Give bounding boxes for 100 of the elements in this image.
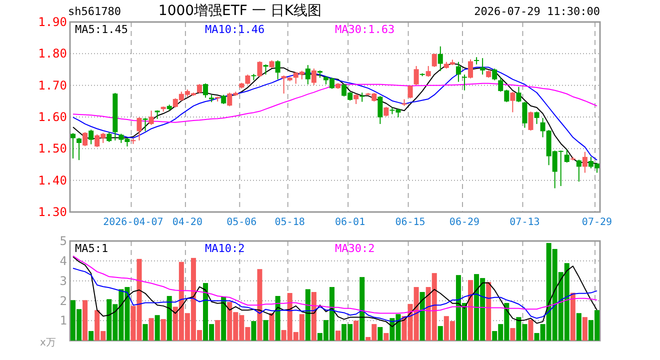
candlestick <box>354 94 359 105</box>
bar <box>275 296 280 341</box>
candlestick <box>82 132 88 147</box>
candlestick <box>522 101 528 128</box>
x-tick-label: 06-01 <box>335 217 366 228</box>
candlestick <box>510 91 516 113</box>
bar <box>215 320 220 341</box>
text: MA10:1.46 <box>205 23 265 36</box>
bar <box>360 277 365 341</box>
y-tick-label: 2 <box>60 294 67 308</box>
candlestick <box>378 96 383 124</box>
y-tick-label: 4 <box>60 254 67 268</box>
bar <box>142 324 148 341</box>
text: sh561780 <box>68 5 121 18</box>
candlestick <box>426 66 431 78</box>
y-tick-label: 1.70 <box>38 78 67 92</box>
bar <box>148 318 154 341</box>
candlestick <box>438 46 443 72</box>
x-tick-label: 05-18 <box>274 217 305 228</box>
candlestick <box>516 86 522 103</box>
candlestick <box>275 60 280 80</box>
bar <box>336 330 341 341</box>
candlestick <box>136 116 142 141</box>
candlestick <box>564 149 570 164</box>
candlestick <box>528 111 534 132</box>
candlestick <box>576 159 582 182</box>
y-tick-label: 1 <box>60 314 67 328</box>
candlestick <box>582 151 588 174</box>
text: MA30:1.63 <box>335 23 395 36</box>
candlestick <box>76 137 82 161</box>
candlestick <box>148 110 154 126</box>
candlestick <box>534 111 540 124</box>
candlestick <box>221 94 226 105</box>
y-tick-label: 1.80 <box>38 46 67 61</box>
y-axis-title: x万 <box>40 338 56 349</box>
x-tick-label: 07-29 <box>582 217 612 228</box>
bar <box>154 315 160 341</box>
bar <box>468 280 474 341</box>
text: MA30:2 <box>335 242 375 255</box>
candlestick <box>88 129 94 145</box>
bar <box>486 282 492 341</box>
candlestick <box>474 56 480 65</box>
y-tick-label: 1.90 <box>38 15 67 29</box>
y-tick-label: 5 <box>60 234 67 248</box>
candlestick <box>432 53 437 68</box>
bar <box>251 321 256 341</box>
bar <box>311 292 316 341</box>
candlestick <box>142 117 148 132</box>
candlestick <box>468 58 474 79</box>
x-tick-label: 07-13 <box>510 217 540 228</box>
bar <box>263 320 268 341</box>
bar <box>378 327 383 341</box>
text: MA5:1.45 <box>75 23 128 36</box>
y-tick-label: 1.60 <box>38 110 67 124</box>
bar <box>221 296 226 341</box>
candlestick <box>360 92 365 102</box>
bar <box>88 331 94 341</box>
candlestick <box>414 66 419 86</box>
candlestick <box>305 64 310 85</box>
candlestick <box>408 84 413 99</box>
x-tick-label: 06-15 <box>395 217 426 228</box>
line-series <box>72 268 598 322</box>
bar <box>582 317 588 341</box>
text: MA10:2 <box>205 242 245 255</box>
bar <box>576 313 582 341</box>
y-tick-label: 1.50 <box>38 142 67 156</box>
candlestick <box>492 68 498 81</box>
bar <box>82 300 88 341</box>
candlestick <box>196 84 202 94</box>
series-label: MA5:1 <box>75 242 108 255</box>
bar <box>384 333 389 341</box>
text: 2026-07-29 11:30:00 <box>474 5 600 18</box>
candlestick <box>106 132 112 143</box>
y-tick-label: 3 <box>60 274 67 288</box>
bar <box>528 320 534 341</box>
candlestick <box>263 64 268 76</box>
bar <box>354 320 359 341</box>
candlestick <box>480 58 486 76</box>
y-tick-label: 1.40 <box>38 173 67 188</box>
bar <box>269 313 274 341</box>
candlestick <box>462 74 467 91</box>
candlestick <box>257 60 262 78</box>
x-tick-label: 06-29 <box>449 217 480 228</box>
x-tick-label: 04-20 <box>172 217 202 228</box>
line-series <box>72 256 598 328</box>
bar <box>305 289 310 341</box>
bar <box>510 328 516 341</box>
chart-title: 1000增强ETF 一 日K线图 <box>158 3 322 19</box>
candlestick <box>70 132 76 159</box>
bar <box>166 296 172 341</box>
bar <box>420 292 425 341</box>
line-series <box>72 255 598 314</box>
bar <box>160 319 166 341</box>
bar <box>257 269 262 341</box>
candlestick <box>384 106 389 117</box>
bar <box>438 326 443 341</box>
x-tick-label: 2026-04-07 <box>103 217 164 228</box>
bar <box>570 292 576 341</box>
candlestick <box>456 61 461 82</box>
candlestick <box>311 68 316 86</box>
